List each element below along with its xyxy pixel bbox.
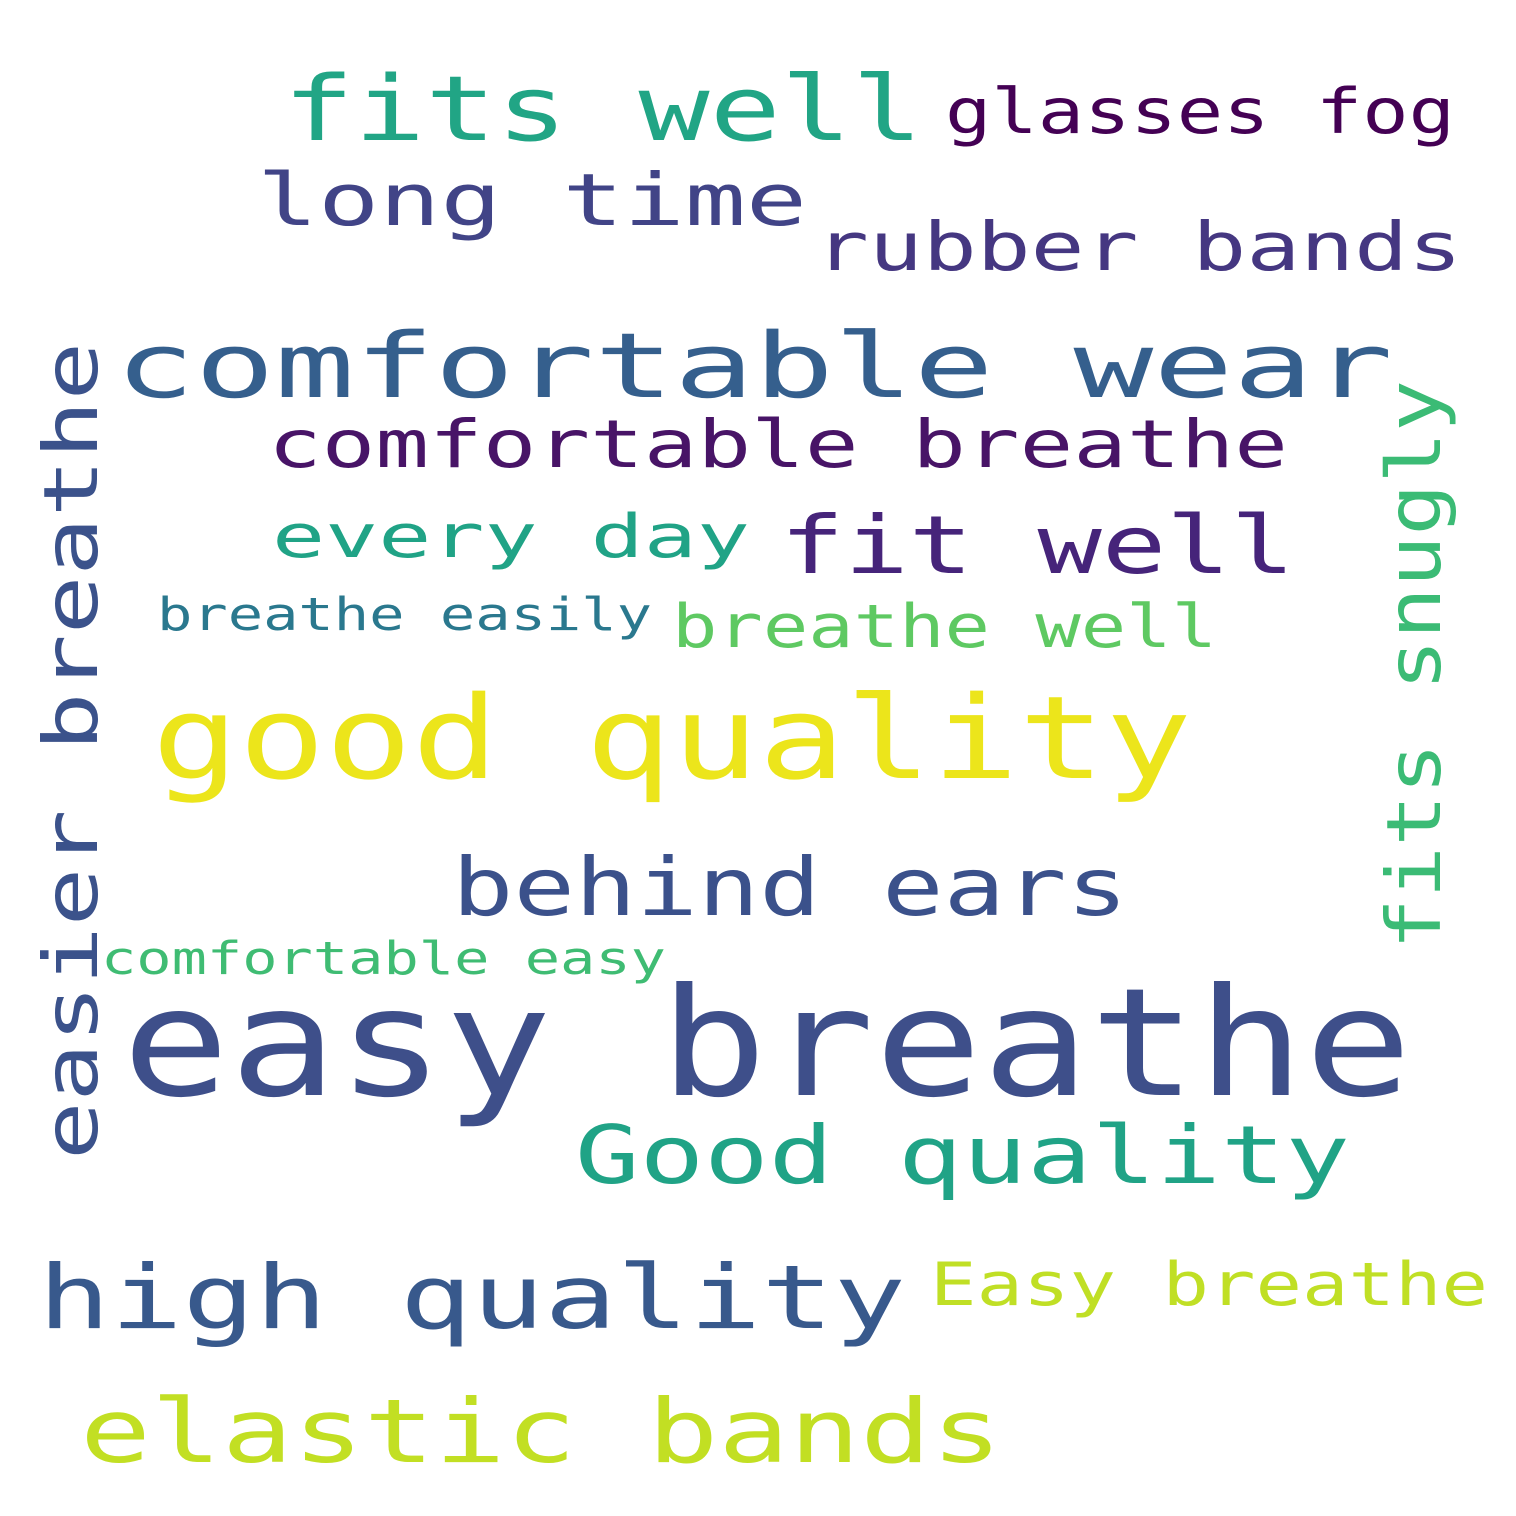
- word-easy-breathe: easy breathe: [122, 957, 1412, 1131]
- word-breathe-easily: breathe easily: [157, 588, 652, 641]
- word-fits-snugly: fits snugly: [1370, 380, 1458, 950]
- word-breathe-well: breathe well: [672, 592, 1217, 662]
- word-fits-well: fits well: [283, 57, 923, 162]
- word-long-time: long time: [257, 158, 807, 242]
- word-every-day: every day: [272, 502, 750, 572]
- word-behind-ears: behind ears: [452, 841, 1128, 934]
- word-good-quality: good quality: [152, 672, 1192, 806]
- word-comfortable-wear: comfortable wear: [115, 314, 1393, 419]
- word-fit-well: fit well: [780, 499, 1295, 592]
- word-high-quality: high quality: [38, 1246, 906, 1349]
- word-rubber-bands: rubber bands: [815, 208, 1462, 286]
- word-comfortable-breathe: comfortable breathe: [268, 406, 1288, 483]
- word-easy-breathe-capital: Easy breathe: [930, 1250, 1488, 1320]
- word-good-quality-capital: Good quality: [575, 1109, 1350, 1202]
- word-glasses-fog: glasses fog: [945, 75, 1455, 148]
- word-elastic-bands: elastic bands: [80, 1380, 1002, 1483]
- word-easier-breathe: easier breathe: [27, 342, 115, 1160]
- word-comfortable-easy: comfortable easy: [101, 932, 666, 985]
